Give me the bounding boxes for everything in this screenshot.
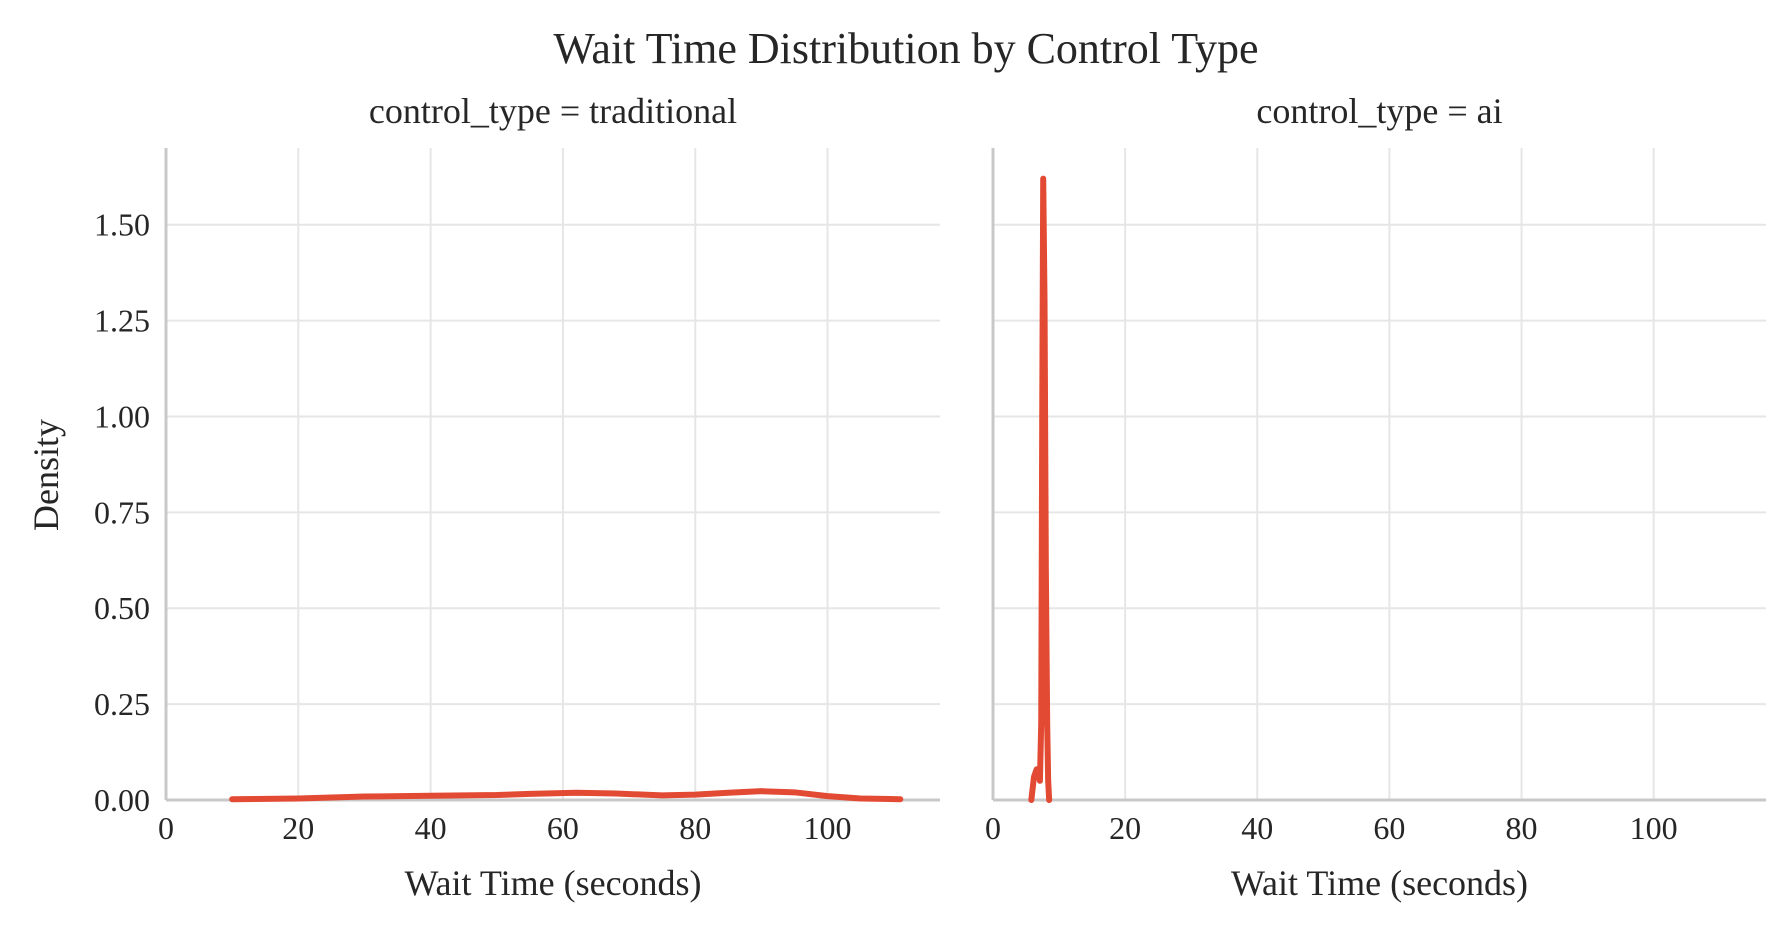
y-tick-label: 0.50 (94, 590, 150, 626)
facet-panel-0: control_type = traditional 0.00 0.25 0.50 0.… (94, 91, 940, 903)
x-tick-label: 40 (415, 810, 447, 846)
y-tick-label: 1.00 (94, 398, 150, 434)
y-tick-label: 0.75 (94, 494, 150, 530)
y-tick-label: 0.00 (94, 782, 150, 818)
x-tick-label: 0 (158, 810, 174, 846)
y-axis-label: Density (26, 419, 66, 531)
kde-line-0 (229, 788, 904, 803)
facet-title: control_type = traditional (369, 91, 737, 131)
x-tick-label: 60 (1373, 810, 1405, 846)
y-tick-label: 0.25 (94, 686, 150, 722)
x-tick-label: 80 (1506, 810, 1538, 846)
facets-layer: control_type = traditional 0.00 0.25 0.50 0.… (94, 91, 1766, 903)
x-tick-label: 100 (804, 810, 852, 846)
x-tick-label: 60 (547, 810, 579, 846)
x-tick-label: 80 (679, 810, 711, 846)
y-tick-label: 1.25 (94, 303, 150, 339)
y-tick-label: 1.50 (94, 207, 150, 243)
x-tick-label: 20 (282, 810, 314, 846)
kde-line-0 (1028, 175, 1053, 803)
x-tick-label: 100 (1630, 810, 1678, 846)
x-tick-label: 40 (1241, 810, 1273, 846)
x-axis-label: Wait Time (seconds) (404, 863, 701, 903)
x-axis-label: Wait Time (seconds) (1231, 863, 1528, 903)
facet-title: control_type = ai (1256, 91, 1502, 131)
facet-panel-1: control_type = ai 0 20 40 60 80 100 Wait Time (… (985, 91, 1766, 903)
chart-title: Wait Time Distribution by Control Type (553, 24, 1258, 73)
x-tick-label: 20 (1109, 810, 1141, 846)
x-tick-label: 0 (985, 810, 1001, 846)
